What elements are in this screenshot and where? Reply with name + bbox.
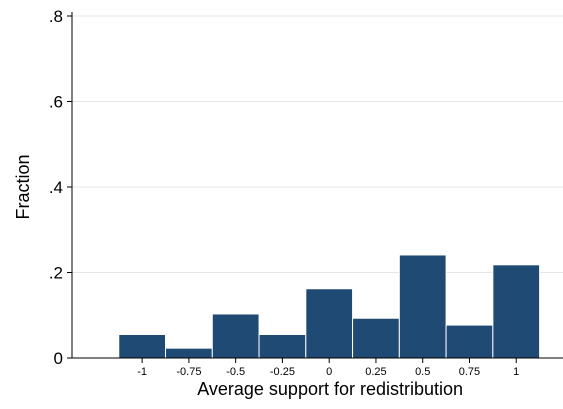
y-axis-title: Fraction	[13, 154, 33, 219]
x-axis-ticks: -1 -0.75 -0.5 -0.25 0 0.25 0.5 0.75 1	[137, 358, 519, 378]
y-tick-label-1: .2	[49, 264, 63, 283]
histogram-bar-5	[352, 317, 400, 359]
y-tick-label-3: .6	[49, 93, 63, 112]
y-tick-label-2: .4	[49, 178, 63, 197]
histogram-bar-6	[398, 254, 447, 359]
x-tick-label-4: 0	[326, 366, 332, 378]
y-tick-label-4: .8	[49, 7, 63, 26]
x-tick-label-8: 1	[513, 366, 519, 378]
histogram-bar-2	[211, 313, 260, 359]
y-axis-ticks: 0 .2 .4 .6 .8	[49, 7, 72, 368]
grid-lines	[72, 15, 563, 273]
y-tick-label-0: 0	[54, 349, 63, 368]
histogram-bar-7	[445, 324, 494, 359]
x-tick-label-5: 0.25	[365, 366, 386, 378]
histogram-bar-8	[492, 264, 541, 359]
x-tick-label-6: 0.5	[415, 366, 430, 378]
x-tick-label-0: -1	[137, 366, 147, 378]
histogram-bar-1	[165, 347, 213, 359]
x-tick-label-2: -0.5	[226, 366, 245, 378]
x-tick-label-3: -0.25	[270, 366, 295, 378]
x-axis-title: Average support for redistribution	[197, 379, 463, 399]
x-tick-label-7: 0.75	[459, 366, 480, 378]
histogram-bar-3	[258, 333, 307, 359]
x-tick-label-1: -0.75	[176, 366, 201, 378]
axes	[71, 12, 563, 359]
histogram-bar-0	[118, 333, 167, 359]
histogram-bars	[118, 254, 541, 359]
histogram-bar-4	[305, 288, 354, 359]
